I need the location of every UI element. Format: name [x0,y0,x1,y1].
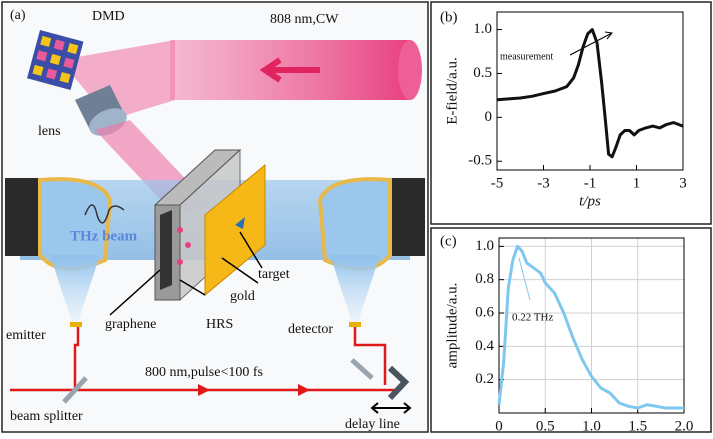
y-tick-label: -0.5 [468,153,492,169]
beam-arrows [198,384,310,396]
x-tick-label: 1.0 [582,418,601,434]
beam-end [398,40,422,100]
x-tick-label: 3 [679,175,687,191]
axes-frame [496,11,684,171]
mirror-left [38,177,113,271]
thz-waveform [84,204,125,224]
data-line [497,244,684,410]
y-tick-label: 0.2 [475,371,494,387]
detector-chip [349,322,361,327]
panel-frame [430,1,712,225]
label: DMD [92,9,125,24]
panel-a: (a) DMD 808 nm,CW lens THz beam target g… [1,1,429,433]
axes-frame [498,237,685,414]
x-tick-label: 2.0 [675,418,694,434]
y-tick-label: 0.8 [475,271,494,287]
y-tick-label: 1.0 [475,238,494,254]
mirror-right [317,177,392,271]
panel-label: (c) [440,233,457,249]
delay-arrow [370,402,412,414]
annotation-pointer [518,257,531,301]
y-axis-label: amplitude/a.u. [444,283,460,369]
label: 800 nm,pulse<100 fs [145,365,263,380]
x-axis-label: t/ps [579,193,601,209]
y-axis-label: E-field/a.u. [444,57,460,124]
label: emitter [6,328,46,343]
reflected-beam [60,40,175,120]
label: beam splitter [10,409,83,424]
label: THz beam [70,228,138,244]
emitter-cone [50,255,100,322]
label: 808 nm,CW [270,12,339,27]
y-tick-label: 0.5 [473,65,492,81]
label: graphene [105,317,156,332]
label: detector [288,322,333,337]
label: HRS [206,317,233,332]
annotation-arrow [569,31,613,56]
data-line [496,28,684,159]
emitter-beam [73,325,80,390]
label: target [258,267,290,282]
beam-arrow [259,57,320,83]
x-tick-label: -3 [537,175,550,191]
annotation: 0.22 THz [512,312,553,324]
x-tick-label: 0.5 [536,418,555,434]
label: delay line [345,417,400,432]
y-tick-label: 0.4 [475,338,494,354]
y-tick-label: 0.6 [475,304,494,320]
emitter-chip [70,322,82,327]
panel-label: (a) [10,8,26,23]
x-tick-label: 1 [633,175,641,191]
detector-cone [330,255,380,322]
panel-label: (b) [440,9,458,25]
y-tick-label: 0 [485,109,493,125]
x-tick-label: 1.5 [628,418,647,434]
annotation: measurement [500,51,554,62]
pointer-lines [109,231,263,316]
x-tick-label: -1 [584,175,597,191]
delay-mirror [387,365,410,401]
mirror-plate [350,358,374,380]
device [153,148,266,302]
detector-beam [353,325,387,385]
y-tick-label: 1.0 [473,21,492,37]
label: lens [38,124,61,139]
x-tick-label: 0 [495,418,503,434]
x-tick-label: -5 [491,175,504,191]
beam-splitter-plate [62,376,88,404]
label: gold [230,289,255,304]
dmd [27,30,84,90]
